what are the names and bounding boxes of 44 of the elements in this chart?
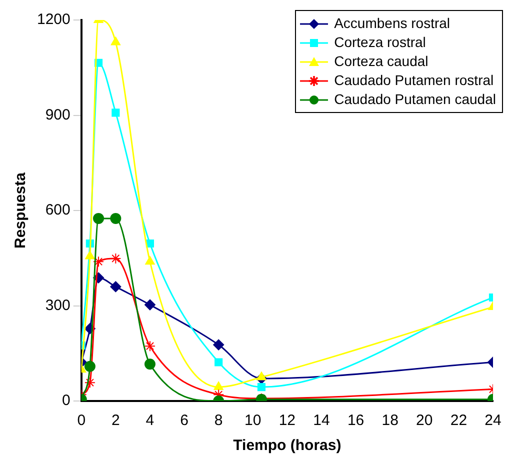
x-tick-label: 8: [214, 412, 223, 430]
point: [213, 339, 224, 350]
x-tick-label: 4: [146, 412, 154, 430]
point: [110, 252, 122, 264]
x-tick-label: 16: [347, 412, 364, 430]
x-tick-label: 0: [77, 412, 86, 430]
point: [257, 382, 266, 392]
legend-label: Caudado Putamen rostral: [334, 71, 494, 90]
y-tick-label: 300: [45, 296, 70, 314]
y-tick-label: 900: [45, 106, 70, 124]
legend-label: Corteza rostral: [334, 33, 426, 52]
x-tick-label: 2: [112, 412, 120, 430]
x-tick-label: 12: [278, 412, 296, 430]
point: [93, 256, 104, 268]
y-tick-label: 0: [62, 392, 70, 410]
x-tick-label: 24: [484, 412, 502, 430]
point: [93, 212, 104, 224]
point: [84, 377, 96, 388]
point: [110, 36, 120, 46]
legend-label: Corteza caudal: [334, 52, 428, 71]
point: [214, 382, 224, 390]
x-tick-label: 14: [313, 412, 330, 430]
point: [256, 372, 266, 380]
point: [85, 250, 95, 260]
point: [145, 256, 155, 265]
x-tick-label: 6: [180, 412, 188, 430]
y-tick-label: 600: [45, 202, 70, 219]
point: [214, 358, 223, 366]
x-tick-label: 22: [450, 412, 468, 430]
point: [110, 281, 122, 292]
point: [112, 108, 120, 117]
point: [144, 358, 156, 370]
point: [144, 340, 156, 352]
point: [84, 360, 96, 372]
y-tick-label: 1200: [36, 11, 70, 28]
point: [110, 212, 122, 224]
x-tick-label: 20: [416, 412, 433, 430]
x-axis-title: Tiempo (horas): [233, 437, 342, 454]
x-tick-label: 18: [382, 412, 398, 430]
x-tick-label: 10: [244, 412, 262, 430]
y-axis-title: Respuesta: [12, 172, 30, 248]
legend-label: Caudado Putamen caudal: [334, 90, 496, 109]
legend-label: Accumbens rostral: [334, 14, 450, 33]
point: [144, 299, 156, 310]
